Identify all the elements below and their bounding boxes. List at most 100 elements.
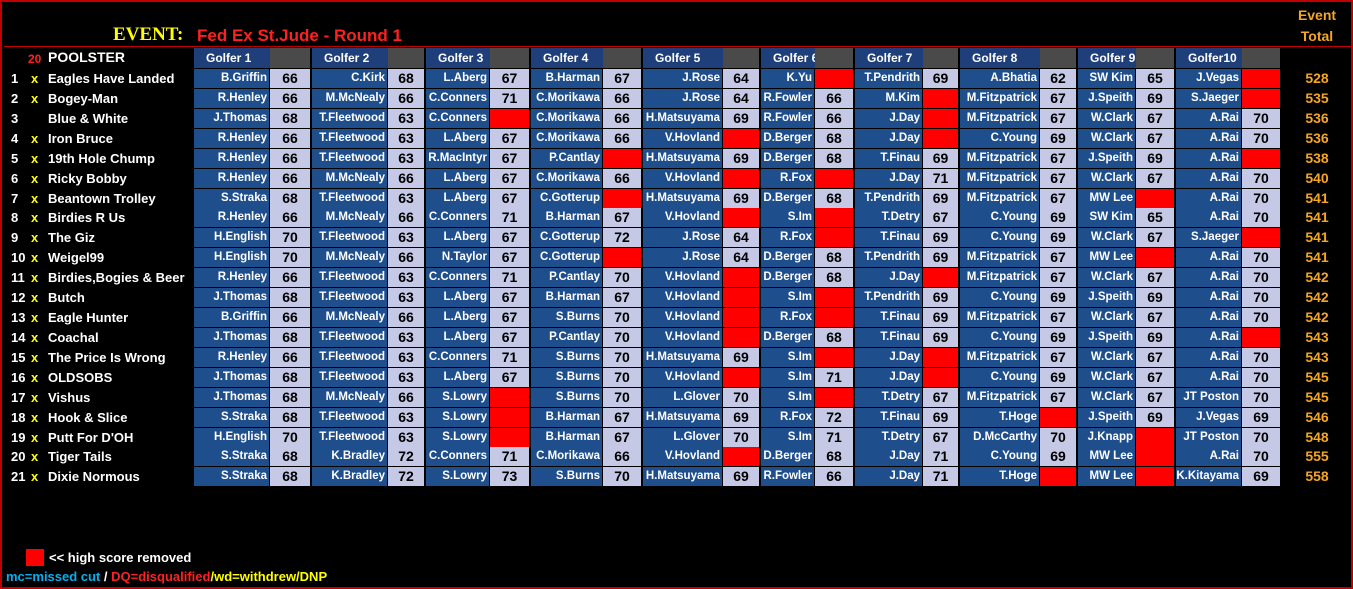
- golfer-name: S.Burns: [531, 308, 602, 327]
- golfer-pick-cell: SW Kim 65: [1078, 208, 1174, 227]
- removed-score-cell: [603, 189, 641, 208]
- removed-score-cell: [490, 428, 529, 447]
- golfer-name: D.McCarthy: [960, 428, 1039, 447]
- golfer-pick-cell: J.Day: [855, 268, 958, 287]
- golfer-column-score-header: [923, 48, 958, 68]
- golfer-name: T.Fleetwood: [312, 328, 387, 347]
- golfer-score: 70: [1242, 248, 1280, 267]
- golfer-score: 70: [270, 228, 310, 247]
- golfer-pick-cell: A.Rai 70: [1176, 308, 1280, 327]
- golfer-name: K.Kitayama: [1176, 467, 1241, 486]
- golfer-name: C.Kirk: [312, 69, 387, 88]
- golfer-score: 71: [923, 447, 958, 466]
- golfer-score: 67: [603, 428, 641, 447]
- golfer-score: 69: [923, 328, 958, 347]
- golfer-name: S.Burns: [531, 348, 602, 367]
- removed-score-cell: [603, 248, 641, 267]
- golfer-name: D.Berger: [761, 189, 814, 208]
- golfer-name: A.Rai: [1176, 129, 1241, 148]
- row-paid-mark: x: [31, 210, 39, 225]
- golfer-pick-cell: T.Fleetwood 63: [312, 109, 424, 128]
- golfer-score: 63: [388, 268, 424, 287]
- golfer-pick-cell: M.Fitzpatrick 67: [960, 169, 1076, 188]
- row-paid-mark: x: [31, 250, 39, 265]
- golfer-name: J.Day: [855, 169, 922, 188]
- golfer-name: S.Lowry: [426, 428, 489, 447]
- poolster-name: Bogey-Man: [48, 91, 119, 106]
- golfer-pick-cell: MW Lee: [1078, 467, 1174, 486]
- row-rank: 15: [11, 350, 26, 365]
- golfer-score: 66: [270, 69, 310, 88]
- golfer-score: 70: [603, 348, 641, 367]
- table-row: 15 x The Price Is Wrong R.Henley 66 T.Fleetwo…: [2, 348, 1353, 367]
- row-rank: 14: [11, 330, 26, 345]
- golfer-column-label: Golfer 6: [773, 51, 819, 65]
- golfer-pick-cell: T.Hoge: [960, 408, 1076, 427]
- golfer-name: T.Pendrith: [855, 248, 922, 267]
- golfer-name: S.Im: [761, 368, 814, 387]
- golfer-pick-cell: C.Young 69: [960, 288, 1076, 307]
- golfer-pick-cell: V.Hovland: [643, 447, 759, 466]
- golfer-score: 68: [270, 467, 310, 486]
- table-row: 7 x Beantown Trolley S.Straka 68 T.Fleetwood 6…: [2, 189, 1353, 208]
- golfer-score: 69: [723, 109, 759, 128]
- golfer-pick-cell: B.Harman 67: [531, 408, 641, 427]
- golfer-name: B.Harman: [531, 208, 602, 227]
- golfer-pick-cell: MW Lee: [1078, 189, 1174, 208]
- golfer-score: 67: [490, 328, 529, 347]
- golfer-name: L.Aberg: [426, 189, 489, 208]
- golfer-pick-cell: R.Henley 66: [194, 149, 310, 168]
- golfer-score: 68: [270, 109, 310, 128]
- golfer-score: 67: [490, 368, 529, 387]
- golfer-score: 67: [490, 69, 529, 88]
- golfer-column-header: Golfer 8: [960, 48, 1076, 68]
- row-rank: 7: [11, 191, 19, 206]
- golfer-name: C.Gotterup: [531, 228, 602, 247]
- golfer-name: MW Lee: [1078, 467, 1135, 486]
- golfer-score: 68: [815, 129, 853, 148]
- row-paid-mark: x: [31, 171, 39, 186]
- golfer-name: S.Lowry: [426, 388, 489, 407]
- golfer-name: M.Fitzpatrick: [960, 308, 1039, 327]
- golfer-name: A.Rai: [1176, 368, 1241, 387]
- golfer-name: S.Im: [761, 208, 814, 227]
- row-rank: 21: [11, 469, 26, 484]
- golfer-score: 67: [1136, 308, 1174, 327]
- golfer-score: 71: [490, 348, 529, 367]
- golfer-score: 70: [1242, 388, 1280, 407]
- golfer-name: V.Hovland: [643, 129, 722, 148]
- event-total: 541: [1305, 209, 1329, 225]
- golfer-name: S.Lowry: [426, 408, 489, 427]
- golfer-name: H.English: [194, 228, 269, 247]
- row-paid-mark: x: [31, 469, 39, 484]
- golfer-name: B.Harman: [531, 428, 602, 447]
- poolster-count: 20: [28, 52, 42, 66]
- event-total: 542: [1305, 289, 1329, 305]
- golfer-pick-cell: H.English 70: [194, 248, 310, 267]
- golfer-name: V.Hovland: [643, 328, 722, 347]
- poolster-name: Putt For D'OH: [48, 430, 134, 445]
- golfer-score: 68: [815, 248, 853, 267]
- golfer-score: 66: [388, 388, 424, 407]
- removed-score-cell: [490, 109, 529, 128]
- golfer-score: 67: [490, 228, 529, 247]
- golfer-pick-cell: S.Straka 68: [194, 189, 310, 208]
- row-paid-mark: x: [31, 330, 39, 345]
- golfer-score: 67: [1136, 129, 1174, 148]
- golfer-score: 70: [603, 268, 641, 287]
- row-rank: 8: [11, 210, 19, 225]
- golfer-name: A.Rai: [1176, 328, 1241, 347]
- golfer-name: MW Lee: [1078, 447, 1135, 466]
- golfer-pick-cell: A.Rai 70: [1176, 368, 1280, 387]
- golfer-score: 70: [723, 428, 759, 447]
- golfer-score: 67: [490, 288, 529, 307]
- table-row: 17 x Vishus J.Thomas 68 M.McNealy 66 S.Lowry S.B…: [2, 388, 1353, 407]
- golfer-name: M.Fitzpatrick: [960, 388, 1039, 407]
- golfer-score: 69: [1242, 408, 1280, 427]
- golfer-column-label: Golfer 8: [972, 51, 1018, 65]
- table-row: 1 x Eagles Have Landed B.Griffin 66 C.Kirk 68 L…: [2, 69, 1353, 88]
- golfer-pick-cell: R.Henley 66: [194, 348, 310, 367]
- golfer-score: 71: [490, 447, 529, 466]
- golfer-pick-cell: J.Day 71: [855, 447, 958, 466]
- golfer-score: 70: [723, 388, 759, 407]
